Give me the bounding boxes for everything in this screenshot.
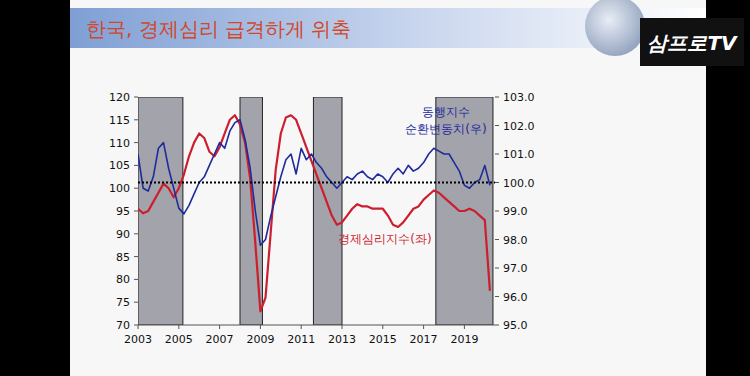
y-tick-label: 75 [116, 296, 130, 309]
y-tick-label: 105 [109, 159, 130, 172]
y-tick [134, 165, 138, 166]
shaded-period [138, 97, 183, 325]
y-tick-label: 70 [116, 319, 130, 332]
y2-tick [495, 154, 499, 155]
shaded-period [313, 97, 342, 325]
series-label-line: 순환변동치(우) [405, 122, 486, 136]
y2-tick [495, 268, 499, 269]
y-tick-label: 80 [116, 273, 130, 286]
y-tick-label: 95 [116, 205, 130, 218]
x-tick [178, 325, 179, 329]
y2-tick [495, 97, 499, 98]
y-tick-label: 115 [109, 114, 130, 127]
y-tick-label: 110 [109, 137, 130, 150]
y-tick [134, 119, 138, 120]
x-tick-label: 2013 [328, 333, 356, 346]
x-tick-label: 2007 [206, 333, 234, 346]
watermark-bg [640, 18, 744, 66]
y2-tick [495, 182, 499, 183]
x-tick [260, 325, 261, 329]
series-label: 동행지수순환변동치(우) [405, 105, 486, 136]
plot-area [138, 97, 495, 325]
y-tick [134, 279, 138, 280]
y-tick [134, 142, 138, 143]
x-tick-label: 2003 [124, 333, 152, 346]
y-tick [134, 211, 138, 212]
y2-tick-label: 99.0 [503, 205, 528, 218]
y2-tick-label: 100.0 [503, 177, 535, 190]
x-tick-label: 2009 [246, 333, 274, 346]
y-tick [134, 233, 138, 234]
y-tick-label: 100 [109, 182, 130, 195]
y2-tick [495, 239, 499, 240]
x-tick [464, 325, 465, 329]
y2-tick [495, 325, 499, 326]
x-tick-label: 2011 [287, 333, 315, 346]
x-tick [342, 325, 343, 329]
watermark-text: 삼프로TV [647, 31, 738, 55]
chart: 한국, 경제심리 급격하게 위축삼프로TV 70 75 80 85 90 95 100 105 1… [0, 0, 750, 376]
y2-tick [495, 211, 499, 212]
title: 한국, 경제심리 급격하게 위축 [86, 17, 351, 41]
y2-tick [495, 125, 499, 126]
x-tick-label: 2015 [369, 333, 397, 346]
x-tick [301, 325, 302, 329]
y2-tick-label: 97.0 [503, 262, 528, 275]
y-tick [134, 188, 138, 189]
x-tick [219, 325, 220, 329]
y2-tick-label: 102.0 [503, 120, 535, 133]
y-tick [134, 97, 138, 98]
x-tick-label: 2005 [165, 333, 193, 346]
y2-tick-label: 98.0 [503, 234, 528, 247]
reference-line [138, 181, 495, 183]
x-tick-label: 2019 [450, 333, 478, 346]
y-tick-label: 85 [116, 251, 130, 264]
series-label-line: 동행지수 [422, 105, 470, 119]
x-axis [138, 325, 495, 326]
series-line [138, 115, 490, 311]
y2-tick [495, 296, 499, 297]
y-tick [134, 302, 138, 303]
y-tick [134, 256, 138, 257]
x-tick-label: 2017 [410, 333, 438, 346]
y2-tick-label: 103.0 [503, 91, 535, 104]
y-tick-label: 120 [109, 91, 130, 104]
x-tick [423, 325, 424, 329]
globe [585, 0, 645, 56]
x-tick [382, 325, 383, 329]
x-tick [138, 325, 139, 329]
y-tick [134, 325, 138, 326]
watermark: 삼프로TV [640, 18, 744, 66]
series-label: 경제심리지수(좌) [338, 232, 431, 246]
slide [70, 0, 706, 376]
y2-tick-label: 96.0 [503, 291, 528, 304]
y2-tick-label: 95.0 [503, 319, 528, 332]
y2-tick-label: 101.0 [503, 148, 535, 161]
y-tick-label: 90 [116, 228, 130, 241]
